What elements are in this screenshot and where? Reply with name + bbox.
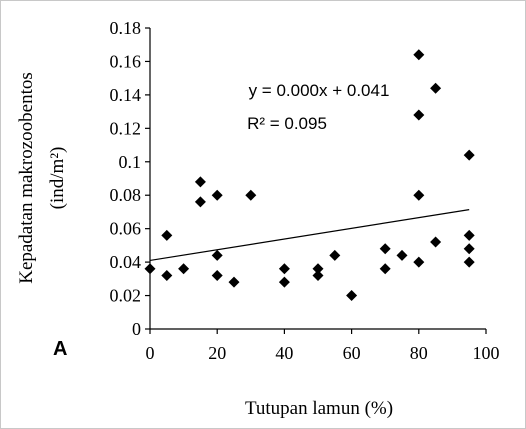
data-point [211, 189, 223, 201]
y-tick-label: 0.14 [110, 85, 142, 105]
data-point [430, 82, 442, 94]
r-squared-label: R² = 0.095 [247, 114, 327, 133]
y-tick-label: 0.1 [119, 152, 142, 172]
trendline-group [149, 209, 470, 262]
x-tick-label: 80 [410, 343, 428, 363]
data-point [245, 189, 257, 201]
x-tick-label: 100 [473, 343, 500, 363]
data-point [194, 196, 206, 208]
x-ticks: 0 20 40 60 80 100 [146, 329, 500, 363]
data-point [178, 263, 190, 275]
x-axis-label: Tutupan lamun (%) [245, 398, 393, 419]
data-point [413, 109, 425, 121]
data-point [312, 269, 324, 281]
data-point [430, 236, 442, 248]
data-point [228, 276, 240, 288]
x-tick-label: 40 [275, 343, 293, 363]
y-axis-unit: (ind/m²) [47, 147, 68, 210]
data-point [144, 263, 156, 275]
data-point [413, 256, 425, 268]
data-point [194, 176, 206, 188]
data-point [211, 249, 223, 261]
x-tick-label: 20 [208, 343, 226, 363]
panel-label: A [53, 338, 67, 360]
y-tick-label: 0.18 [110, 18, 142, 38]
data-point [278, 263, 290, 275]
data-point [329, 249, 341, 261]
trendline-equation: y = 0.000x + 0.041 [249, 81, 390, 100]
data-point [161, 269, 173, 281]
x-tick-label: 0 [146, 343, 155, 363]
data-point [278, 276, 290, 288]
data-point [463, 229, 475, 241]
data-point [463, 256, 475, 268]
data-point [379, 263, 391, 275]
y-tick-label: 0.16 [110, 51, 142, 71]
data-point [413, 189, 425, 201]
y-tick-label: 0.12 [110, 118, 142, 138]
data-point [211, 269, 223, 281]
y-tick-label: 0.02 [110, 286, 142, 306]
data-point [413, 49, 425, 61]
y-tick-label: 0.04 [110, 252, 142, 272]
data-point [396, 249, 408, 261]
y-ticks: 0 0.02 0.04 0.06 0.08 0.1 0.12 0.14 0.16 0.18 [110, 18, 150, 339]
data-point [463, 149, 475, 161]
y-tick-label: 0.08 [110, 185, 142, 205]
y-axis-label: Kepadatan makrozoobentos [16, 72, 37, 284]
trendline [149, 209, 470, 262]
data-point [161, 229, 173, 241]
x-tick-label: 60 [343, 343, 361, 363]
y-tick-label: 0 [132, 319, 141, 339]
data-points [144, 49, 475, 302]
data-point [463, 243, 475, 255]
data-point [379, 243, 391, 255]
data-point [312, 263, 324, 275]
y-tick-label: 0.06 [110, 219, 142, 239]
axes [149, 28, 486, 330]
data-point [346, 290, 358, 302]
